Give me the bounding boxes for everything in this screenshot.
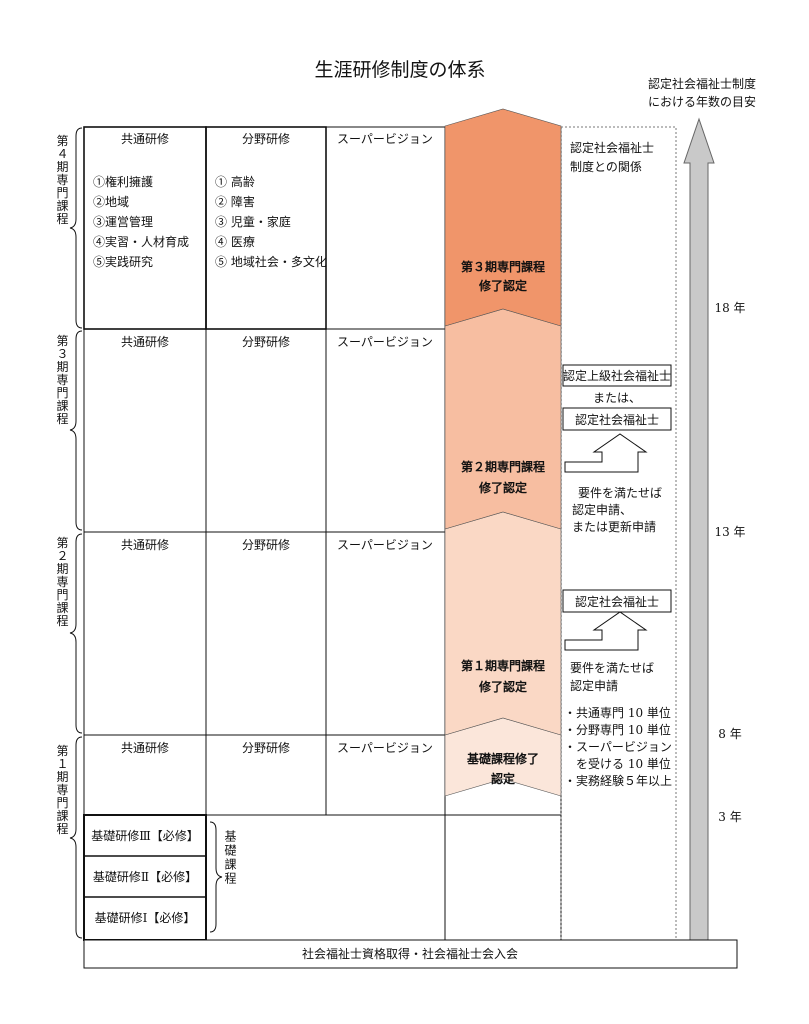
basic-course-brace <box>209 821 223 933</box>
note-low-line-1: 要件を満たせば <box>570 661 654 675</box>
arrow-period-1 <box>444 511 562 736</box>
basic-course-label: 基礎課程 <box>223 830 237 886</box>
requirement: を受ける 10 単位 <box>576 756 671 771</box>
note-low-line-2: 認定申請 <box>570 678 618 693</box>
arrow-basic-line-1: 基礎課程修了 <box>466 751 539 766</box>
column-header-supervision: スーパービジョン <box>337 132 433 146</box>
period-2-label: 第２期専門課程 <box>55 536 69 627</box>
column-header-common: 共通研修 <box>121 131 169 146</box>
note-mid-line-2: 認定申請、 <box>572 502 632 517</box>
column-header-common: 共通研修 <box>121 740 169 755</box>
period-1-label: 第１期専門課程 <box>55 744 69 835</box>
up-elbow-arrow-low <box>564 611 648 651</box>
base-bar-label: 社会福祉士資格取得・社会福祉士会入会 <box>302 946 518 961</box>
arrow-period-2 <box>444 308 562 530</box>
upper-cert-label: 認定上級社会福祉士 <box>563 368 671 383</box>
upper-cert-box <box>562 364 672 387</box>
arrow-p1-line-1: 第１期専門課程 <box>461 658 545 673</box>
requirement: ・分野専門 10 単位 <box>564 722 671 737</box>
column-header-field: 分野研修 <box>242 740 290 755</box>
field-topics-list: ① 高齢 ② 障害 ③ 児童・家庭 ④ 医療 ⑤ 地域社会・多文化 <box>215 174 327 269</box>
requirement: ・共通専門 10 単位 <box>564 705 671 720</box>
year-3: 3 年 <box>718 810 741 824</box>
years-gauge-arrow <box>683 117 715 941</box>
column-header-common: 共通研修 <box>121 334 169 349</box>
arrow-period-3 <box>444 108 562 327</box>
basic-trainings-block: 基礎研修Ⅲ【必修】 基礎研修Ⅱ【必修】 基礎研修Ⅰ【必修】 基礎課程 <box>83 814 237 941</box>
common-topic: ⑤実践研究 <box>93 254 153 269</box>
period-4-label: 第４期専門課程 <box>55 134 69 225</box>
requirement: ・スーパービジョン <box>564 740 672 754</box>
column-header-field: 分野研修 <box>242 334 290 349</box>
arrow-p1-line-2: 修了認定 <box>478 679 527 694</box>
certification-arrows <box>444 108 562 797</box>
year-18: 18 年 <box>714 301 745 315</box>
arrow-basic-line-2: 認定 <box>491 771 515 786</box>
column-header-field: 分野研修 <box>242 537 290 552</box>
field-topic: ② 障害 <box>215 194 255 209</box>
column-header-common: 共通研修 <box>121 537 169 552</box>
arrow-p3-line-2: 修了認定 <box>478 278 527 293</box>
cert-low-label: 認定社会福祉士 <box>575 594 659 609</box>
field-topic: ③ 児童・家庭 <box>215 214 291 229</box>
period-3-label: 第３期専門課程 <box>55 334 69 425</box>
field-topic: ⑤ 地域社会・多文化 <box>215 254 327 269</box>
column-header-supervision: スーパービジョン <box>337 538 433 552</box>
year-13: 13 年 <box>714 525 745 539</box>
basic-training-3: 基礎研修Ⅲ【必修】 <box>91 828 199 843</box>
year-8: 8 年 <box>718 727 741 741</box>
period-3-headers: 共通研修 分野研修 スーパービジョン <box>121 334 433 349</box>
years-header-line-1: 認定社会福祉士制度 <box>648 76 756 91</box>
base-bar <box>83 939 738 969</box>
relation-header-line-2: 制度との関係 <box>570 159 642 174</box>
cert-box-low <box>562 589 672 613</box>
common-topic: ②地域 <box>93 195 129 209</box>
up-elbow-arrow-mid <box>564 433 648 473</box>
arrow-p2-line-2: 修了認定 <box>478 480 527 495</box>
arrow-p2-line-1: 第２期専門課程 <box>461 459 545 474</box>
period4-field-box <box>205 126 327 330</box>
field-topic: ④ 医療 <box>215 235 255 249</box>
common-topics-list: ①権利擁護 ②地域 ③運営管理 ④実習・人材育成 ⑤実践研究 <box>93 174 189 269</box>
common-topic: ④実習・人材育成 <box>93 234 189 249</box>
column-header-field: 分野研修 <box>242 131 290 146</box>
cert-mid-label: 認定社会福祉士 <box>575 412 659 427</box>
period-braces <box>69 127 83 939</box>
cert-box-mid <box>562 407 672 431</box>
note-mid-line-3: または更新申請 <box>572 519 656 534</box>
certification-arrow-labels: 第３期専門課程 修了認定 第２期専門課程 修了認定 第１期専門課程 修了認定 基… <box>461 259 545 786</box>
column-header-supervision: スーパービジョン <box>337 741 433 755</box>
column-header-supervision: スーパービジョン <box>337 335 433 349</box>
or-label: または、 <box>593 391 641 405</box>
years-header-line-2: における年数の目安 <box>648 94 756 109</box>
requirements-list: ・共通専門 10 単位 ・分野専門 10 単位 ・スーパービジョン を受ける 1… <box>564 705 672 788</box>
basic-training-1: 基礎研修Ⅰ【必修】 <box>95 910 196 925</box>
diagram-title: 生涯研修制度の体系 <box>314 59 485 81</box>
basic-training-2: 基礎研修Ⅱ【必修】 <box>93 869 197 884</box>
relation-header-line-1: 認定社会福祉士 <box>570 140 654 155</box>
requirement: ・実務経験５年以上 <box>564 773 672 788</box>
field-topic: ① 高齢 <box>215 174 255 189</box>
period-1-headers: 共通研修 分野研修 スーパービジョン <box>121 740 433 755</box>
period-2-headers: 共通研修 分野研修 スーパービジョン <box>121 537 433 552</box>
period-4-headers: 共通研修 分野研修 スーパービジョン <box>121 131 433 146</box>
common-topic: ③運営管理 <box>93 214 153 229</box>
note-mid-line-1: 要件を満たせば <box>578 486 662 500</box>
common-topic: ①権利擁護 <box>93 174 153 189</box>
arrow-p3-line-1: 第３期専門課程 <box>461 259 545 274</box>
